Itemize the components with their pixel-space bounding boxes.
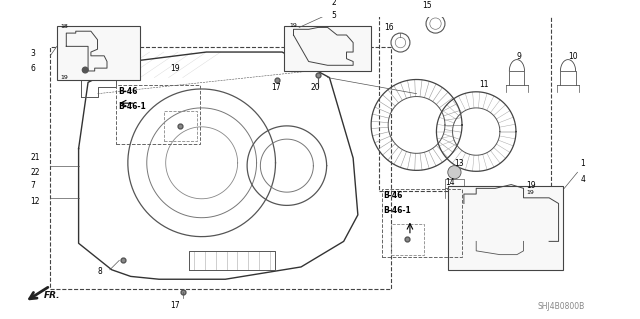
Text: SHJ4B0800B: SHJ4B0800B [538,302,585,311]
Text: 6: 6 [30,64,35,73]
Text: B-46-1: B-46-1 [383,206,411,215]
Bar [116,85,200,144]
Text: B-46: B-46 [118,87,138,96]
Bar [381,189,462,257]
Text: 8: 8 [97,267,102,276]
Text: FR.: FR. [44,291,60,300]
Text: 2: 2 [332,0,336,7]
Text: 17: 17 [271,83,280,92]
Text: 9: 9 [517,52,522,61]
Text: 20: 20 [310,83,320,92]
Text: 3: 3 [30,49,35,58]
Text: 1: 1 [580,159,585,168]
Circle shape [83,67,88,73]
Circle shape [448,166,461,179]
Bar [448,187,563,270]
Text: 18: 18 [61,24,68,29]
Text: 11: 11 [479,80,488,89]
Text: B-46: B-46 [383,191,403,200]
Text: 21: 21 [30,153,40,162]
Text: 19: 19 [526,182,536,190]
Bar [57,26,140,80]
Bar [50,47,391,289]
Text: 16: 16 [385,23,394,32]
Bar [164,111,197,141]
Text: 17: 17 [170,300,180,310]
Text: 5: 5 [332,11,336,20]
Bar [284,26,371,71]
Text: B-46-1: B-46-1 [118,102,146,111]
Text: 4: 4 [580,175,585,184]
Text: 13: 13 [454,159,464,168]
Text: 19: 19 [170,64,180,73]
Bar [379,4,551,191]
Text: 10: 10 [568,52,578,61]
Text: 14: 14 [445,178,454,187]
Text: 22: 22 [30,168,40,177]
Bar [391,224,424,255]
Text: 12: 12 [30,197,40,205]
Text: 7: 7 [30,182,35,190]
Text: 19: 19 [526,190,534,195]
Text: 15: 15 [422,2,432,11]
Text: 19: 19 [61,75,68,79]
Text: 19: 19 [290,23,298,28]
